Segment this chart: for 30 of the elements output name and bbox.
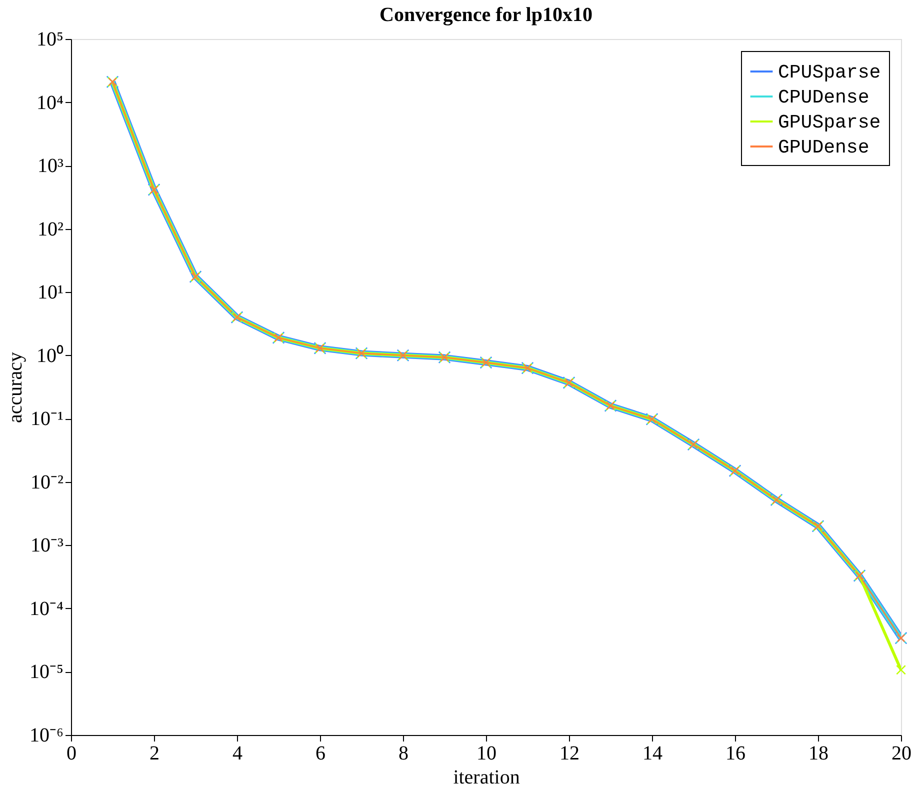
x-tick-label: 2	[150, 742, 160, 764]
y-tick-label: 10⁻³	[30, 534, 64, 557]
y-tick-label: 10¹	[38, 282, 64, 304]
y-tick-label: 10⁴	[36, 92, 64, 114]
y-tick-label: 10³	[38, 155, 64, 178]
legend-label: CPUDense	[778, 86, 870, 108]
x-tick-label: 6	[316, 742, 326, 764]
y-tick-label: 10⁻⁴	[30, 598, 64, 620]
x-tick-label: 16	[726, 742, 746, 764]
x-tick-label: 8	[398, 742, 408, 764]
x-tick-label: 18	[808, 742, 828, 764]
x-tick-label: 4	[232, 742, 242, 764]
x-tick-label: 12	[560, 742, 580, 764]
y-tick-label: 10⁻¹	[30, 408, 64, 430]
x-tick-label: 20	[892, 742, 912, 764]
x-tick-label: 14	[642, 742, 662, 764]
y-tick-label: 10⁻⁶	[30, 724, 64, 746]
chart-title: Convergence for lp10x10	[380, 4, 592, 26]
y-axis-title: accuracy	[4, 352, 27, 424]
legend-label: GPUSparse	[778, 112, 881, 134]
y-tick-label: 10²	[38, 218, 64, 240]
y-tick-label: 10⁰	[36, 344, 64, 367]
legend-label: CPUSparse	[778, 62, 881, 84]
legend-label: GPUDense	[778, 136, 870, 158]
y-tick-label: 10⁵	[36, 28, 64, 50]
x-axis-title: iteration	[453, 766, 520, 788]
y-tick-label: 10⁻²	[30, 471, 64, 494]
x-tick-label: 0	[66, 742, 76, 764]
y-tick-label: 10⁻⁵	[30, 661, 64, 684]
x-tick-label: 10	[476, 742, 496, 764]
